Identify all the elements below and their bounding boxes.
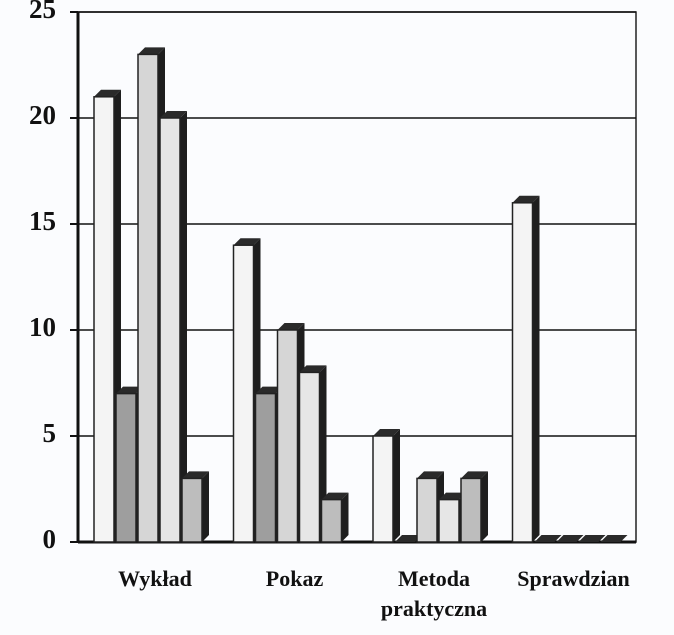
bar-top	[299, 365, 327, 373]
bar	[232, 244, 255, 543]
bar-side	[532, 195, 540, 543]
bar	[460, 477, 482, 543]
y-tick-label: 10	[29, 312, 56, 342]
bar-side	[341, 492, 349, 542]
bar	[438, 498, 460, 543]
x-tick-label: Sprawdzian	[517, 566, 630, 591]
y-tick-label: 15	[29, 206, 56, 236]
bar-top	[233, 238, 261, 246]
bar-top	[600, 535, 628, 542]
bar	[416, 477, 438, 543]
bar-top	[534, 535, 562, 542]
bar-top	[94, 89, 121, 97]
x-tick-label: Metoda praktyczna	[380, 566, 488, 621]
bar	[115, 392, 137, 543]
bar-top	[321, 492, 349, 500]
bar	[511, 202, 534, 543]
bar	[372, 435, 394, 543]
bar-side	[481, 471, 488, 542]
x-tick-label: Pokaz	[265, 566, 324, 591]
bar-top	[160, 111, 187, 118]
bar-top	[461, 471, 488, 479]
y-tick-label: 0	[43, 524, 57, 554]
y-tick-label: 20	[29, 100, 56, 130]
bar	[276, 329, 299, 543]
bar-side	[393, 429, 400, 542]
bar	[159, 117, 181, 543]
bar	[320, 498, 343, 543]
y-tick-label: 25	[29, 0, 56, 24]
bar	[298, 371, 321, 543]
bar-top	[182, 471, 209, 479]
bar-top	[373, 429, 400, 436]
bar-top	[417, 471, 444, 479]
bar-top	[512, 195, 540, 203]
x-tick-label: Wykład	[118, 566, 192, 591]
bar	[137, 53, 159, 543]
bar-top	[255, 386, 283, 394]
bar-top	[138, 47, 165, 55]
bar-top	[277, 323, 305, 330]
bar-top	[395, 535, 422, 542]
y-tick-label: 5	[43, 418, 57, 448]
bar-side	[202, 471, 209, 542]
bar-top	[439, 492, 466, 500]
bar-side	[180, 111, 187, 542]
bar	[254, 392, 277, 543]
bar-top	[116, 386, 143, 394]
bar-top	[556, 535, 584, 542]
bar	[93, 96, 115, 543]
bar	[181, 477, 203, 543]
bar-top	[578, 535, 606, 542]
